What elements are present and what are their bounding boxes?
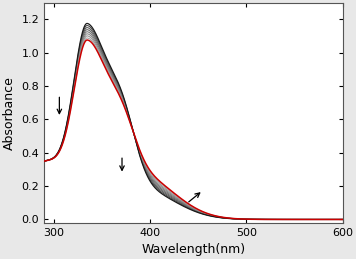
Y-axis label: Absorbance: Absorbance [3, 76, 16, 150]
X-axis label: Wavelength(nm): Wavelength(nm) [141, 243, 245, 256]
